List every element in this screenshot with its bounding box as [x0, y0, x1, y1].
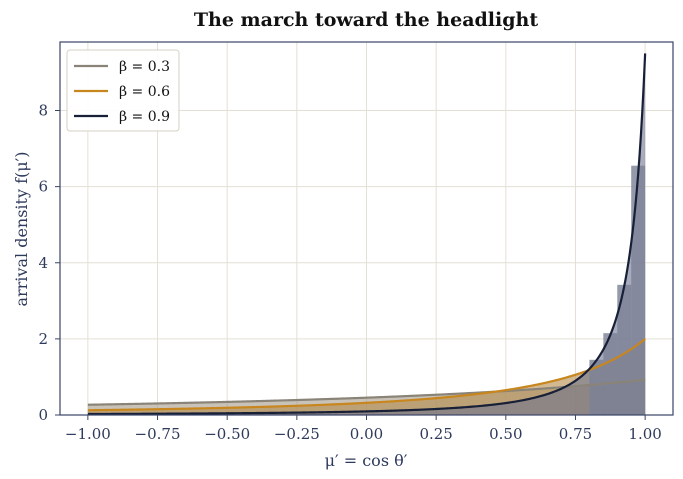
y-tick-label: 8 — [38, 102, 48, 120]
legend-box — [66, 49, 180, 132]
x-tick-label: 1.00 — [628, 425, 661, 443]
density-lines — [87, 53, 647, 416]
x-tick-label: −0.50 — [204, 425, 250, 443]
chart-title: The march toward the headlight — [194, 9, 538, 31]
histogram — [589, 165, 646, 415]
density-line-1 — [87, 338, 646, 412]
density-line-2 — [87, 53, 647, 416]
x-tick-label: 0.25 — [419, 425, 452, 443]
density-line-0 — [87, 378, 646, 406]
y-tick-label: 0 — [38, 406, 48, 424]
legend-label: β = 0.6 — [119, 84, 170, 100]
legend-label: β = 0.3 — [119, 59, 170, 75]
y-axis-label: arrival density f(μ′) — [12, 151, 31, 306]
legend-label: β = 0.9 — [119, 109, 170, 125]
x-tick-label: −1.00 — [65, 425, 111, 443]
histogram-bar — [589, 359, 604, 415]
legend: β = 0.3 β = 0.6 β = 0.9 — [66, 49, 180, 132]
x-axis-label: μ′ = cos θ′ — [325, 451, 408, 470]
x-tick-label: 0.50 — [489, 425, 522, 443]
x-tick-label: 0.75 — [559, 425, 592, 443]
y-tick-label: 4 — [38, 254, 48, 272]
y-axis: 0 2 4 6 8 — [38, 102, 60, 424]
x-axis: −1.00 −0.75 −0.50 −0.25 0.00 0.25 0.50 0.75 1.00 — [65, 415, 662, 443]
x-tick-label: 0.00 — [350, 425, 383, 443]
histogram-bar — [603, 333, 618, 415]
y-tick-label: 6 — [38, 178, 48, 196]
histogram-bar — [631, 165, 646, 415]
y-tick-label: 2 — [38, 330, 48, 348]
density-fill-1 — [87, 338, 646, 415]
x-tick-label: −0.75 — [135, 425, 181, 443]
x-tick-label: −0.25 — [274, 425, 320, 443]
